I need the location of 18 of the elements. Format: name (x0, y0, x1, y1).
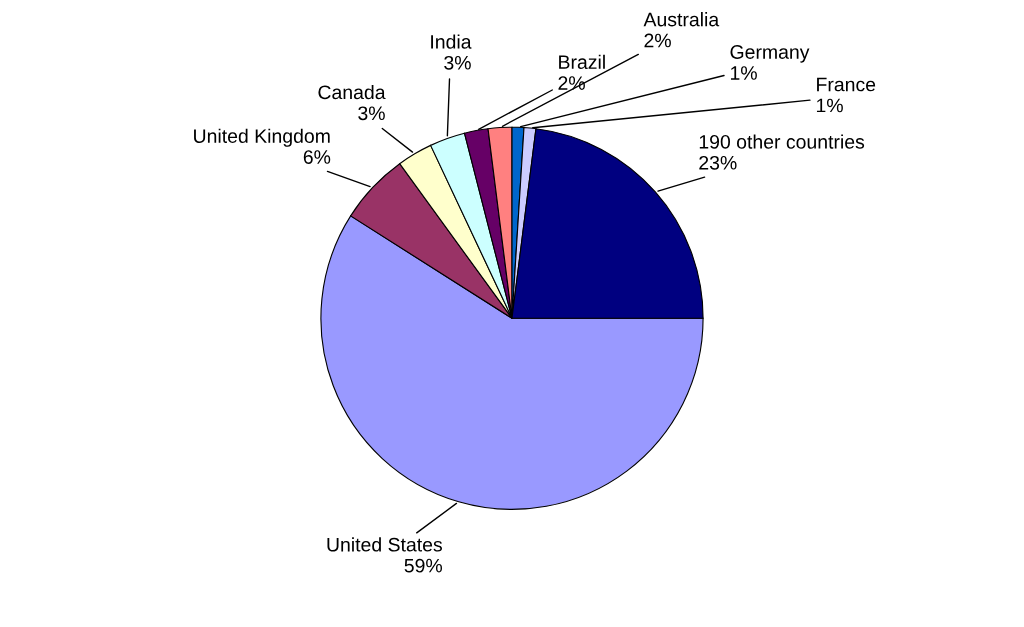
data-label: 3% (444, 55, 471, 70)
slice-label: Canada (318, 84, 386, 100)
data-label: 59% (404, 558, 443, 573)
data-label: 2% (644, 33, 671, 48)
slice-label: 190 other countries (699, 134, 865, 149)
data-label: 1% (730, 66, 757, 80)
slice-label: France (817, 77, 876, 92)
data-label: 2% (558, 76, 585, 90)
data-label: 6% (303, 150, 331, 164)
slice-label: Germany (730, 45, 810, 63)
slice-label: Brazil (559, 54, 605, 70)
data-label: 1% (816, 98, 843, 113)
slice-label: Australia (643, 12, 720, 27)
slice-label: United States (327, 537, 442, 552)
data-label: 23% (699, 155, 737, 170)
slice-label: United Kingdom (194, 128, 330, 147)
slice-label: India (431, 34, 472, 49)
data-label: 3% (358, 106, 385, 121)
